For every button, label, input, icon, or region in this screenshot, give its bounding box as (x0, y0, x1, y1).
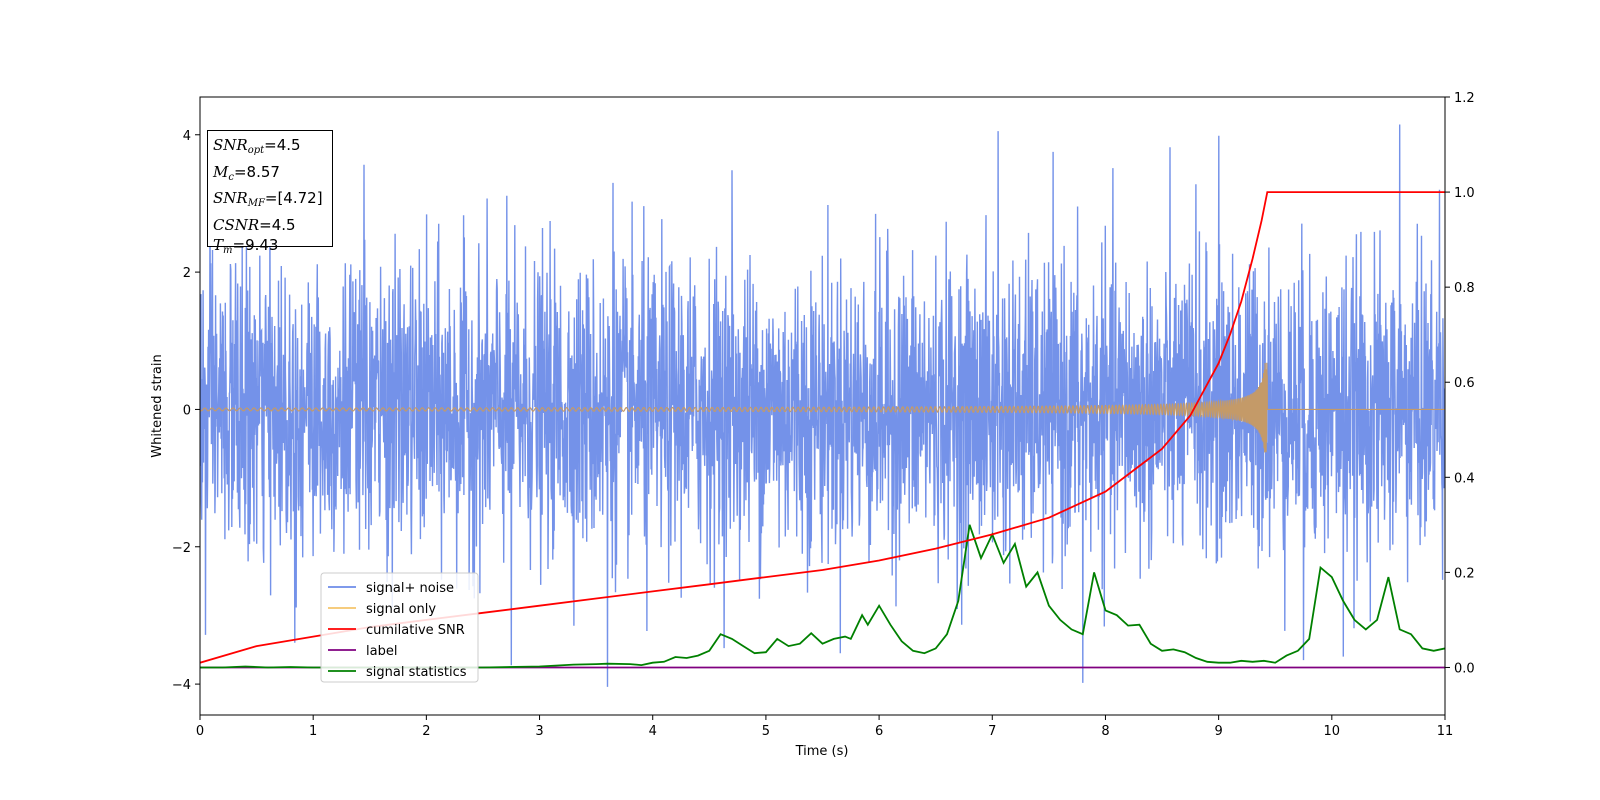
legend: signal+ noise signal only cumilative SNR la… (320, 572, 479, 683)
x-tick-label: 8 (1101, 724, 1109, 739)
y2-tick-label: 1.0 (1454, 186, 1475, 201)
y2-tick-label: 1.2 (1454, 91, 1475, 106)
info-box: SNRopt=4.5 Mc=8.57 SNRMF=[4.72] CSNR=4.5… (207, 130, 333, 256)
info-tm: Tm=9.43 (213, 236, 279, 256)
y-axis-right: 0.0 0.2 0.4 0.6 0.8 1.0 1.2 (1445, 91, 1475, 676)
x-tick-label: 11 (1437, 724, 1454, 739)
info-csnr: CSNR=4.5 (213, 215, 296, 234)
series-signal-noise-line (200, 124, 1445, 687)
series-signal-only-line (200, 362, 1445, 453)
y-tick-label: 4 (183, 129, 191, 144)
series-signal-statistics-line (200, 524, 1445, 669)
x-axis: 0 1 2 3 4 5 6 7 8 9 10 11 (196, 715, 1453, 739)
legend-label-label: label (366, 644, 397, 659)
y2-tick-label: 0.6 (1454, 376, 1475, 391)
x-axis-label: Time (s) (795, 744, 849, 759)
x-tick-label: 10 (1324, 724, 1341, 739)
y-tick-label: 0 (183, 403, 191, 418)
y-tick-label: −2 (172, 541, 191, 556)
info-snr-mf: SNRMF=[4.72] (213, 189, 323, 209)
y2-tick-label: 0.2 (1454, 566, 1475, 581)
x-tick-label: 4 (649, 724, 657, 739)
y2-tick-label: 0.4 (1454, 471, 1475, 486)
y-tick-label: −4 (172, 678, 191, 693)
y2-tick-label: 0.8 (1454, 281, 1475, 296)
x-tick-label: 0 (196, 724, 204, 739)
legend-label-signal-statistics: signal statistics (366, 665, 467, 680)
x-tick-label: 7 (988, 724, 996, 739)
plot-frame (199, 96, 1446, 716)
x-tick-label: 9 (1214, 724, 1222, 739)
legend-label-signal-only: signal only (366, 602, 436, 617)
x-tick-label: 6 (875, 724, 883, 739)
info-mc: Mc=8.57 (213, 162, 280, 183)
legend-label-cumilative-snr: cumilative SNR (366, 623, 465, 638)
legend-frame (320, 572, 479, 683)
legend-label-signal-noise: signal+ noise (366, 581, 454, 596)
x-tick-label: 5 (762, 724, 770, 739)
y2-tick-label: 0.0 (1454, 661, 1475, 676)
y-axis-label: Whitened strain (150, 354, 165, 457)
y-tick-label: 2 (183, 266, 191, 281)
x-tick-label: 1 (309, 724, 317, 739)
x-tick-label: 2 (422, 724, 430, 739)
info-snr-opt: SNRopt=4.5 (213, 136, 301, 156)
y-axis-left: −4 −2 0 2 4 (172, 129, 200, 693)
x-tick-label: 3 (535, 724, 543, 739)
